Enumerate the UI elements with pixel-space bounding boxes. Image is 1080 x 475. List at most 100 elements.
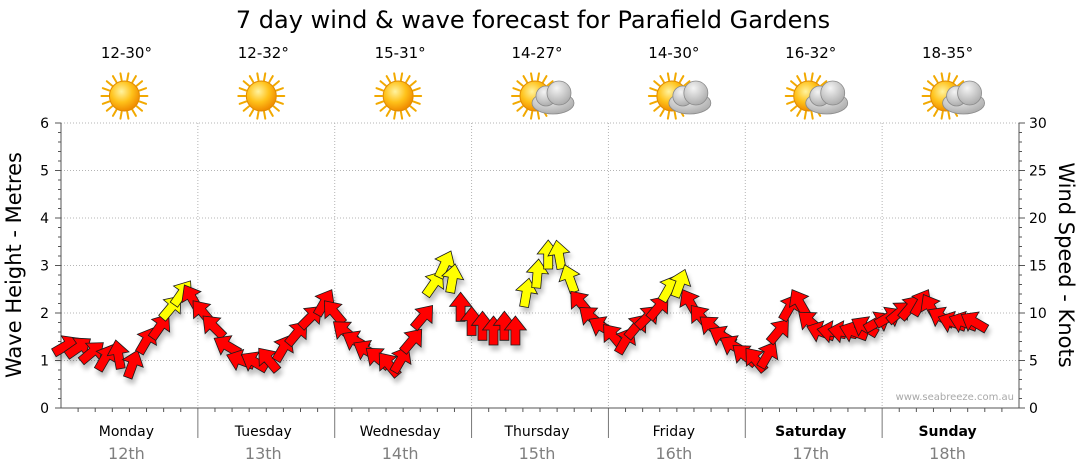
wind-arrow	[202, 315, 228, 341]
right-tick-label: 0	[1029, 401, 1038, 417]
sun-ray	[530, 72, 534, 82]
right-tick-label: 20	[1029, 211, 1047, 227]
sun-ray	[810, 110, 814, 120]
cloud-puff	[957, 80, 982, 106]
sun-ray	[111, 108, 118, 117]
sun-ray	[522, 108, 528, 117]
partly-cloudy-icon	[511, 72, 575, 120]
left-tick-label: 2	[40, 306, 49, 322]
sun-ray	[926, 80, 935, 87]
sun-ray	[119, 72, 123, 82]
sun-ray	[135, 80, 144, 87]
sun-ray	[272, 105, 280, 112]
cloud-shape	[942, 80, 985, 115]
sun-ray	[666, 110, 671, 120]
sun-ray	[131, 75, 137, 84]
sun-ray	[379, 80, 387, 87]
cloud-shape	[668, 80, 712, 115]
left-tick-label: 5	[40, 164, 49, 180]
partly-cloudy-icon	[921, 72, 985, 120]
sun-ray	[256, 110, 260, 120]
sun-ray	[131, 108, 137, 117]
wind-arrow	[503, 315, 528, 346]
wind-arrow	[421, 270, 444, 299]
sun-ray	[119, 110, 123, 120]
sun-ray	[101, 87, 111, 92]
sun-ray	[268, 108, 274, 117]
right-tick-label: 25	[1029, 164, 1047, 180]
sun-ray	[248, 108, 255, 117]
day-name: Friday	[653, 424, 695, 440]
sun-disc	[382, 80, 414, 112]
sun-ray	[412, 100, 421, 105]
wind-arrow	[960, 311, 990, 334]
sun-ray	[940, 110, 944, 120]
sun-ray	[922, 87, 932, 92]
left-axis-title: Wave Height - Metres	[2, 152, 26, 378]
day-date: 17th	[792, 444, 829, 463]
sun-ray	[105, 80, 114, 87]
cloud-shape	[805, 80, 849, 115]
sunny-icon	[374, 72, 423, 120]
sun-ray	[275, 87, 284, 92]
sun-ray	[412, 87, 421, 92]
day-date: 13th	[245, 444, 282, 463]
wind-arrow	[106, 339, 130, 370]
sun-ray	[385, 75, 392, 84]
left-tick-label: 3	[40, 259, 49, 275]
temperature-range: 15-31°	[375, 44, 426, 62]
day-name: Saturday	[775, 424, 846, 440]
sun-ray	[399, 72, 404, 82]
sun-ray	[536, 110, 540, 120]
sun-ray	[659, 108, 665, 117]
sun-ray	[683, 80, 691, 87]
left-tick-label: 4	[40, 211, 49, 227]
wind-arrows	[51, 239, 990, 380]
sun-ray	[375, 100, 385, 105]
sun-ray	[385, 108, 392, 117]
sun-ray	[268, 75, 274, 84]
sun-ray	[101, 100, 111, 105]
sun-ray	[666, 72, 671, 82]
wind-arrow	[669, 268, 692, 299]
sun-ray	[952, 75, 959, 84]
temperature-range: 16-32°	[785, 44, 836, 62]
partly-cloudy-icon	[647, 72, 712, 120]
right-axis-title: Wind Speed - Knots	[1054, 162, 1078, 367]
sun-ray	[248, 75, 255, 84]
day-name: Sunday	[918, 424, 976, 440]
sun-ray	[238, 100, 248, 105]
sun-ray	[803, 110, 807, 120]
sun-ray	[263, 110, 267, 120]
temperature-range: 14-30°	[648, 44, 699, 62]
right-tick-label: 15	[1029, 259, 1047, 275]
wind-arrow	[284, 321, 308, 348]
sun-ray	[542, 75, 548, 84]
sun-ray	[242, 80, 251, 87]
grid-lines	[61, 122, 1019, 438]
sun-ray	[933, 108, 939, 117]
sun-ray	[126, 110, 130, 120]
temperature-labels: 12-30° 12-32° 15-31° 14-27° 14-30° 16-32° 18-3…	[101, 44, 973, 62]
day-date: 12th	[108, 444, 145, 463]
chart-title: 7 day wind & wave forecast for Parafield…	[236, 6, 830, 34]
sun-ray	[678, 75, 685, 84]
sun-ray	[512, 87, 521, 92]
sun-ray	[790, 105, 798, 112]
temperature-range: 12-30°	[101, 44, 152, 62]
sun-ray	[790, 80, 798, 87]
sun-ray	[238, 87, 248, 92]
wind-arrow	[121, 349, 144, 380]
sun-ray	[138, 100, 148, 105]
sun-ray	[796, 75, 802, 84]
left-axis-ticks: 0 1 2 3 4 5 6	[40, 116, 61, 417]
sun-ray	[409, 80, 417, 87]
day-date: 15th	[519, 444, 556, 463]
wind-arrow	[399, 328, 423, 355]
sun-ray	[399, 110, 404, 120]
temperature-range: 18-35°	[922, 44, 973, 62]
sun-ray	[512, 100, 521, 105]
day-labels: Monday 12th Tuesday 13th Wednesday 14th Thursd…	[99, 424, 977, 463]
sun-ray	[516, 80, 524, 87]
